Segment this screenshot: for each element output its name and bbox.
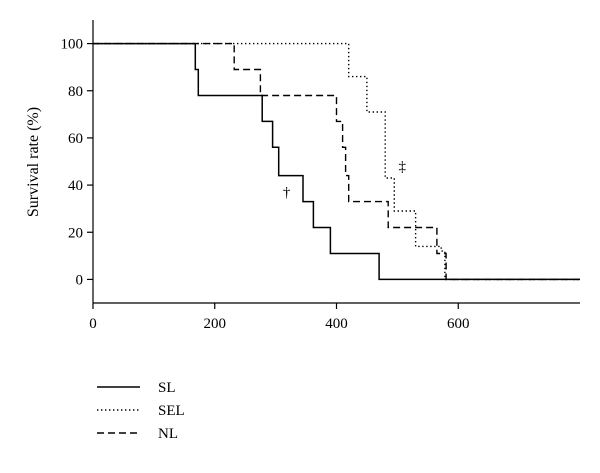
series-line-nl <box>93 42 580 281</box>
series-line-sl <box>93 42 580 281</box>
legend-label-nl: NL <box>158 426 178 442</box>
y-tick-label: 100 <box>61 37 84 53</box>
annotation-mark: ‡ <box>398 159 406 175</box>
x-ticks: 0 200 400 600 <box>89 303 470 332</box>
x-tick-label: 400 <box>325 316 348 332</box>
legend: SL SEL NL <box>97 380 185 442</box>
x-tick-label: 600 <box>447 316 470 332</box>
annotation-mark: † <box>283 185 291 201</box>
y-tick-label: 80 <box>68 84 83 100</box>
x-tick-label: 200 <box>204 316 227 332</box>
series-lines <box>93 42 580 281</box>
annotations: †‡ <box>283 159 407 201</box>
y-tick-label: 60 <box>68 131 83 147</box>
y-axis-title: Survival rate (%) <box>25 107 42 217</box>
y-tick-label: 0 <box>76 272 84 288</box>
y-tick-label: 20 <box>68 225 83 241</box>
y-ticks: 0 20 40 60 80 100 <box>61 37 93 288</box>
x-tick-label: 0 <box>89 316 97 332</box>
y-tick-label: 40 <box>68 178 83 194</box>
legend-label-sl: SL <box>158 380 176 396</box>
series-line-sel <box>93 42 580 281</box>
legend-label-sel: SEL <box>158 403 185 419</box>
